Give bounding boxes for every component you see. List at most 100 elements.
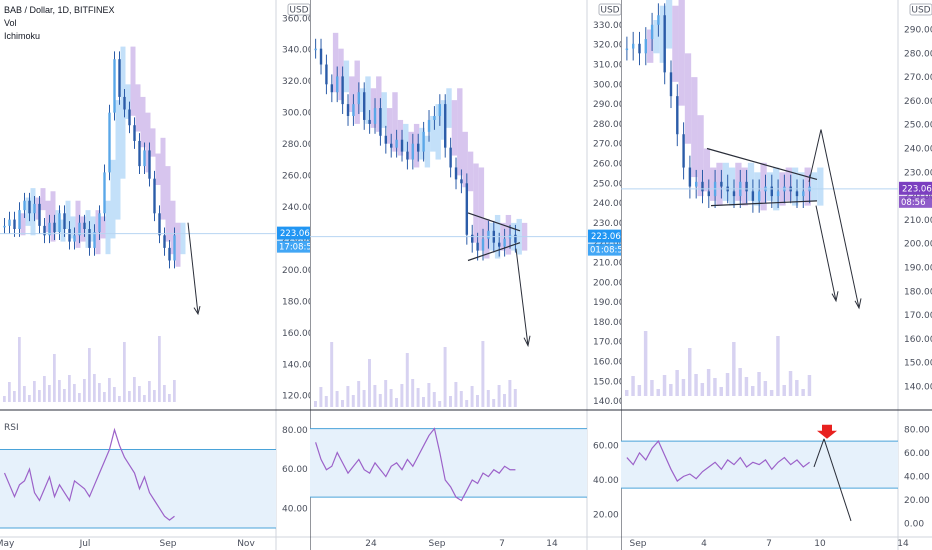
candle-body (118, 59, 121, 97)
volume-bar (389, 389, 393, 407)
candle-body (449, 147, 452, 168)
currency-tag (598, 3, 621, 16)
ichimoku-cloud (165, 166, 171, 242)
ichimoku-cloud (376, 76, 382, 132)
volume-bar (782, 385, 786, 396)
y-tick-label: 190.00 (904, 263, 932, 273)
y-tick-label: 330.00 (593, 21, 621, 31)
volume-bar (143, 395, 146, 402)
ichimoku-cloud (672, 5, 679, 82)
ichimoku-cloud (451, 100, 458, 156)
ichimoku-cloud (691, 77, 698, 178)
y-tick-label: 230.00 (593, 219, 621, 229)
volume-bar (801, 389, 805, 396)
volume-bar (713, 378, 717, 396)
y-tick-label: 180.00 (904, 287, 932, 297)
rsi-tick-label: 40.00 (593, 476, 619, 486)
candle-body (476, 242, 479, 251)
candle-body (341, 76, 344, 105)
ichimoku-cloud (140, 96, 146, 148)
currency-tag (909, 3, 932, 16)
volume-bar (138, 386, 141, 402)
volume-bar (3, 396, 6, 402)
volume-bar (38, 390, 41, 402)
volume-bar (330, 342, 334, 407)
chart-2-svg[interactable]: USD 330.00 320.00 310.00 300.00 290.00 280.00 2… (310, 0, 621, 550)
candle-body (53, 222, 56, 233)
chart-3-svg[interactable]: USD 290.00 280.00 270.00 260.00 250.00 240.00 2… (621, 0, 932, 550)
volume-bar (751, 386, 755, 396)
rsi-line (315, 427, 516, 502)
candle-body (368, 119, 371, 124)
candle-body (93, 232, 96, 248)
ichimoku-cloud (70, 216, 76, 239)
ichimoku-cloud (722, 162, 729, 201)
candle-body (657, 15, 660, 25)
price-badge (277, 226, 310, 240)
candle-body (58, 213, 61, 233)
volume-bar (335, 391, 339, 407)
currency-label: USD (911, 6, 930, 16)
ichimoku-cloud (386, 108, 393, 144)
candle-body (390, 143, 393, 148)
volume-bar (314, 401, 317, 407)
volume-bar (346, 386, 350, 407)
ichimoku-cloud (810, 172, 818, 201)
ichimoku-cloud (80, 216, 86, 242)
arrow-head (854, 298, 862, 310)
ichimoku-cloud (349, 76, 355, 113)
candle-body (438, 104, 442, 116)
candle-body (28, 200, 31, 214)
candle-body (133, 125, 136, 141)
volume-bar (637, 385, 642, 396)
y-tick-label: 200.00 (593, 278, 621, 288)
candle-body (676, 96, 679, 135)
ichimoku-cloud (735, 162, 742, 201)
chart-pane-2[interactable]: USD 330.00 320.00 310.00 300.00 290.00 280.00 2… (310, 0, 621, 550)
x-tick-label: 14 (897, 539, 909, 549)
ichimoku-cloud (145, 112, 151, 173)
triangle-upper-line (467, 212, 521, 232)
volume-bar (163, 385, 166, 402)
volume-bar (432, 392, 436, 407)
candle-body (325, 64, 328, 85)
ichimoku-cloud (413, 123, 420, 168)
ichimoku-cloud (403, 123, 409, 152)
candle-body (688, 167, 692, 187)
legend: BAB / Dollar, 1D, BITFINEX Vol Ichimoku (4, 4, 115, 43)
y-tick-label: 160.00 (282, 329, 310, 339)
volume-bar (643, 331, 648, 396)
ichimoku-cloud (392, 92, 398, 152)
ichimoku-cloud (45, 200, 51, 233)
arrow-head (831, 291, 839, 303)
chart-pane-3[interactable]: USD 290.00 280.00 270.00 260.00 250.00 240.00 2… (621, 0, 932, 550)
candle-body (669, 72, 673, 97)
y-tick-label: 280.00 (904, 49, 932, 59)
ichimoku-cloud (435, 104, 441, 160)
countdown-label: 17:08:56 (279, 243, 310, 253)
candle-body (68, 229, 71, 242)
ichimoku-cloud (710, 167, 717, 201)
volume-bar (63, 389, 66, 402)
vol-label: Vol (4, 18, 17, 28)
volume-bar (503, 394, 506, 407)
ichimoku-cloud (446, 88, 452, 128)
ichimoku-cloud (659, 5, 666, 63)
ichimoku-cloud (25, 197, 31, 226)
price-badge (899, 181, 932, 195)
ichimoku-cloud (440, 100, 447, 140)
volume-bar (454, 382, 458, 407)
candle-body (128, 109, 131, 126)
y-tick-label: 170.00 (593, 338, 621, 348)
x-tick-label: 7 (766, 539, 772, 549)
price-badge-label: 223.06 (591, 232, 621, 242)
volume-bar (368, 359, 371, 407)
volume-bar (700, 383, 705, 396)
volume-bar (443, 347, 447, 407)
volume-bar (33, 381, 36, 402)
currency-label: USD (600, 6, 619, 16)
y-tick-label: 270.00 (904, 73, 932, 83)
candle-body (417, 143, 420, 152)
